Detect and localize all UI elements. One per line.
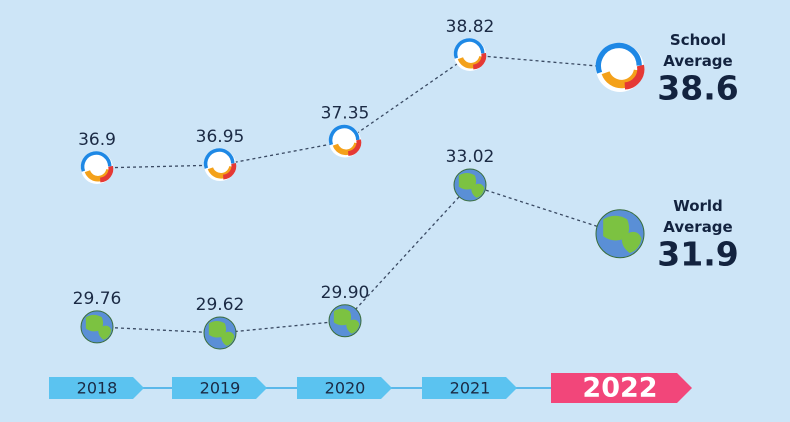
year-tag — [297, 377, 392, 399]
average-value: 31.9 — [657, 234, 738, 273]
data-label: 29.76 — [73, 289, 122, 309]
icon-land — [458, 173, 477, 190]
icon-land — [221, 331, 235, 346]
x-tick-label: 2020 — [325, 379, 366, 398]
icon-land — [346, 319, 360, 334]
icon-land — [85, 314, 104, 332]
series-line — [96, 184, 621, 334]
year-tag — [172, 377, 267, 399]
series-line — [96, 54, 621, 169]
data-label: 33.02 — [446, 147, 495, 167]
data-label: 29.90 — [321, 283, 370, 303]
data-point — [328, 124, 362, 158]
icon-arc — [624, 64, 645, 90]
icon-arc — [347, 139, 362, 156]
data-point — [203, 148, 237, 182]
x-tick-label: 2019 — [200, 379, 241, 398]
icon-land — [333, 308, 352, 326]
icon-arc — [222, 162, 237, 180]
data-point — [595, 209, 645, 259]
data-label: 36.9 — [78, 130, 116, 150]
icon-arc — [328, 124, 360, 146]
data-point — [203, 316, 237, 350]
data-point — [453, 168, 487, 202]
legend-label: World Average — [663, 196, 733, 236]
x-tick-label: 2021 — [450, 379, 491, 398]
icon-arc — [203, 148, 235, 169]
icon-land — [98, 325, 112, 340]
icon-arc — [472, 52, 487, 70]
icon-arc — [453, 38, 485, 59]
data-label: 37.35 — [321, 104, 370, 124]
average-value: 38.6 — [657, 68, 738, 107]
icon-arc — [99, 165, 114, 183]
data-point — [328, 304, 362, 338]
icon-arc — [595, 42, 642, 74]
icon-land — [208, 321, 227, 338]
data-label: 38.82 — [446, 17, 495, 37]
icon-land — [603, 215, 630, 241]
icon-arc — [80, 151, 112, 172]
icon-land — [621, 231, 642, 253]
year-tag — [422, 377, 517, 399]
year-tag — [551, 373, 692, 403]
x-tick-label: 2022 — [582, 373, 657, 404]
data-point — [595, 42, 645, 92]
data-point — [80, 310, 114, 344]
x-tick-label: 2018 — [77, 379, 118, 398]
data-label: 36.95 — [196, 127, 245, 147]
data-label: 29.62 — [196, 295, 245, 315]
icon-land — [471, 183, 485, 198]
data-point — [80, 151, 114, 184]
legend-label: School Average — [663, 30, 733, 70]
data-point — [453, 38, 487, 71]
year-tag — [49, 377, 144, 399]
